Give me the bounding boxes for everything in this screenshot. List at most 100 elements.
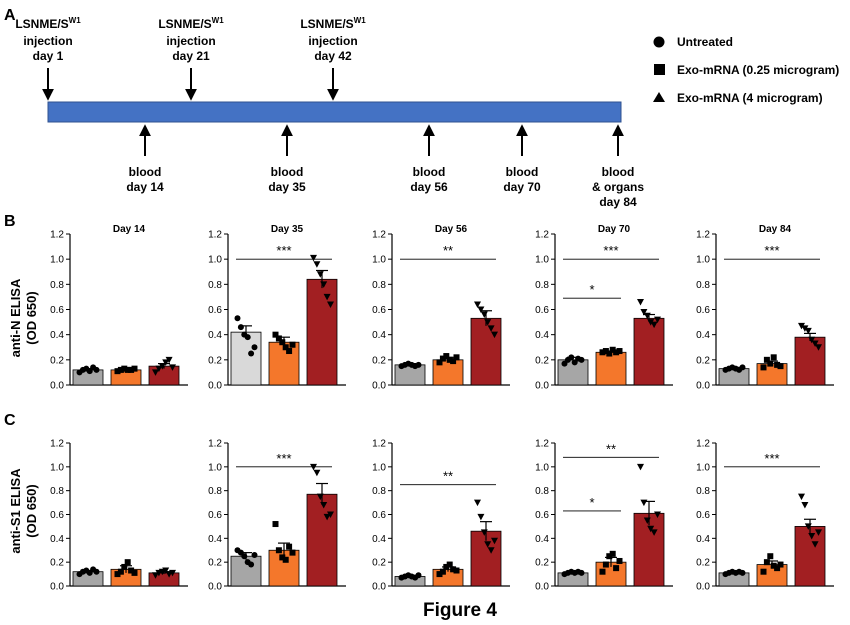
injection-label-3-name: LSNME/S (300, 17, 353, 31)
data-point-1-6 (251, 552, 258, 559)
data-point-2-2 (763, 559, 770, 566)
injection-label-3: LSNME/SW1 (300, 16, 366, 31)
data-point-2-2 (439, 568, 446, 575)
injection-label-1-line3: day 1 (33, 49, 64, 63)
bar-3 (633, 512, 665, 587)
y-tick-label: 0.6 (50, 305, 64, 316)
y-tick-label: 0.2 (696, 355, 710, 366)
bar-3 (633, 317, 665, 386)
data-point-1-2 (237, 324, 244, 331)
data-point-2-6 (453, 567, 460, 574)
data-point-3-1 (310, 254, 317, 262)
injection-label-2-line3: day 21 (172, 49, 210, 63)
significance-label-1: ** (443, 243, 453, 258)
y-tick-label: 0.4 (372, 534, 386, 545)
y-tick-label: 1.0 (535, 255, 549, 266)
data-point-1-6 (415, 572, 422, 579)
data-point-3-1 (798, 493, 805, 501)
blood-label-3-line-2: day 56 (410, 180, 448, 194)
data-point-2-2 (117, 568, 124, 575)
blood-label-5-line-2: & organs (592, 180, 644, 194)
y-tick-label: 0.6 (208, 510, 222, 521)
injection-label-2: LSNME/SW1 (158, 16, 224, 31)
data-point-1-6 (739, 364, 746, 371)
data-point-3-4 (808, 336, 816, 344)
data-point-2-5 (286, 543, 293, 550)
y-tick-label: 1.2 (696, 230, 710, 241)
data-point-2-1 (599, 349, 606, 356)
data-point-2-1 (272, 331, 279, 338)
data-point-3-5 (811, 541, 819, 548)
data-point-3-2 (801, 325, 809, 332)
data-point-2-4 (282, 556, 289, 563)
data-point-3-3 (804, 523, 812, 530)
y-tick-label: 1.2 (696, 439, 710, 450)
chart-panel-c-2: 0.0 0.2 0.4 0.6 0.8 1.0 1.2 *** (208, 439, 346, 593)
data-point-3-4 (162, 567, 170, 575)
data-point-1-6 (415, 361, 422, 368)
bar-3 (306, 278, 338, 386)
data-point-1-6 (93, 568, 100, 575)
data-point-2-6 (777, 561, 784, 568)
significance-label-1: * (589, 282, 594, 297)
y-tick-label: 0.2 (208, 558, 222, 569)
data-point-3-6 (169, 364, 176, 371)
blood-label-1-line-1: blood (129, 165, 162, 179)
data-point-2-5 (450, 566, 457, 573)
data-point-3-2 (155, 365, 163, 373)
data-point-1-3 (568, 354, 575, 361)
chart-panel-c-4: 0.00.20.40.60.81.01.2*** (535, 439, 673, 593)
panel-label-c: C (4, 412, 16, 429)
data-point-3-3 (643, 312, 651, 320)
significance-label-2: ** (606, 441, 616, 456)
data-point-2-4 (770, 354, 777, 361)
data-point-3-6 (654, 316, 661, 324)
legend-marker-square (654, 64, 665, 75)
data-point-2-3 (606, 553, 613, 560)
injection-label-3-sup: W1 (354, 16, 367, 25)
y-tick-label: 0.0 (208, 582, 222, 593)
data-point-3-6 (327, 301, 334, 308)
data-point-3-6 (815, 344, 822, 351)
legend-label-untreated: Untreated (677, 35, 733, 49)
y-tick-label: 0.6 (696, 510, 710, 521)
row-b-ylabel-line2: (OD 650) (24, 291, 39, 344)
data-point-2-5 (774, 565, 781, 572)
y-tick-label: 0.4 (50, 330, 64, 341)
injection-label-2-line2: injection (166, 34, 215, 48)
y-tick-label: 0.4 (208, 534, 222, 545)
y-tick-label: 0.2 (696, 558, 710, 569)
data-point-3-6 (327, 511, 334, 518)
y-tick-label: 0.8 (535, 486, 549, 497)
chart-title: Day 35 (271, 224, 304, 235)
data-point-2-1 (436, 571, 443, 578)
significance-label-1: ** (443, 469, 453, 484)
data-point-3-2 (477, 513, 485, 521)
y-tick-label: 0.4 (372, 330, 386, 341)
data-point-3-6 (169, 569, 176, 577)
data-point-3-1 (474, 499, 481, 507)
data-point-2-4 (609, 346, 616, 353)
data-point-2-6 (616, 348, 623, 355)
y-tick-label: 0.0 (535, 582, 549, 593)
data-point-3-5 (650, 321, 658, 329)
row-c-ylabel-line2: (OD 650) (24, 484, 39, 537)
bar-1 (230, 331, 262, 386)
data-point-2-6 (616, 557, 623, 564)
chart-panel-c-3: 0.0 0.2 0.4 0.6 0.8 1.0 1.2 ** (372, 439, 510, 593)
y-tick-label: 1.2 (208, 439, 222, 450)
data-point-2-1 (760, 568, 767, 575)
blood-label-1-line-2: day 14 (126, 180, 164, 194)
chart-title: Day 84 (759, 224, 792, 235)
injection-label-3-line2: injection (308, 34, 357, 48)
data-point-2-2 (275, 547, 282, 554)
chart-panel-c-5: 0.0 0.2 0.4 0.6 0.8 1.0 1.2 *** (696, 439, 834, 593)
y-tick-label: 0.0 (696, 381, 710, 392)
y-tick-label: 0.8 (696, 486, 710, 497)
data-point-3-3 (480, 529, 488, 536)
y-tick-label: 0.6 (535, 305, 549, 316)
y-tick-label: 1.0 (50, 462, 64, 473)
y-tick-label: 0.2 (50, 558, 64, 569)
data-point-1-6 (93, 366, 100, 373)
